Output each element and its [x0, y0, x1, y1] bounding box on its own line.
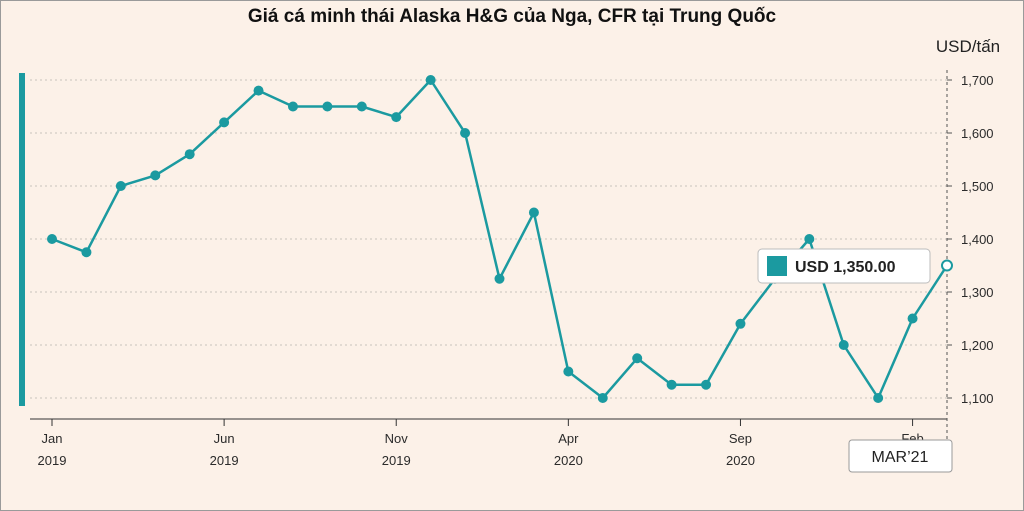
- x-tick-month: Jun: [214, 431, 235, 446]
- tooltip-value: USD 1,350.00: [795, 259, 896, 276]
- data-point[interactable]: [287, 101, 298, 112]
- data-point[interactable]: [391, 112, 402, 123]
- tooltip-box: [757, 248, 931, 284]
- value-tooltip: USD 1,350.00: [757, 248, 931, 284]
- data-point-highlighted[interactable]: [941, 259, 953, 272]
- data-point[interactable]: [735, 318, 746, 329]
- y-tick-label: 1,400: [961, 232, 994, 247]
- data-point[interactable]: [253, 85, 264, 96]
- data-point[interactable]: [219, 117, 230, 128]
- data-point[interactable]: [425, 75, 436, 85]
- data-point[interactable]: [701, 379, 712, 390]
- y-tick-label: 1,300: [961, 285, 994, 300]
- x-tick-year: 2019: [38, 453, 67, 468]
- y-axis-ticks: 1,100 1,200 1,300 1,400 1,500 1,600 1,700: [947, 73, 994, 406]
- chart-title: Giá cá minh thái Alaska H&G của Nga, CFR…: [247, 6, 777, 27]
- data-point[interactable]: [907, 313, 918, 324]
- x-tick-month: Jan: [42, 431, 63, 446]
- date-badge-box: [848, 439, 953, 473]
- data-point[interactable]: [563, 366, 574, 377]
- data-point[interactable]: [494, 273, 505, 284]
- data-point[interactable]: [81, 247, 92, 258]
- data-point[interactable]: [666, 379, 677, 390]
- data-point[interactable]: [356, 101, 367, 112]
- x-tick-month: Apr: [558, 431, 579, 446]
- data-point[interactable]: [322, 101, 333, 112]
- date-badge-text: MAR’21: [872, 449, 929, 466]
- data-point[interactable]: [873, 393, 884, 403]
- x-tick-year: 2019: [210, 453, 239, 468]
- data-point[interactable]: [838, 340, 849, 350]
- data-point[interactable]: [597, 393, 608, 403]
- data-point[interactable]: [47, 234, 57, 244]
- y-tick-label: 1,100: [961, 391, 994, 406]
- y-axis-unit-label: USD/tấn: [936, 37, 1000, 56]
- data-point[interactable]: [528, 207, 539, 218]
- x-tick-month: Sep: [729, 431, 752, 446]
- x-tick-year: 2020: [726, 453, 755, 468]
- x-tick-month: Nov: [385, 431, 409, 446]
- data-point[interactable]: [115, 181, 126, 191]
- y-tick-label: 1,500: [961, 179, 994, 194]
- data-point[interactable]: [632, 353, 643, 364]
- y-tick-label: 1,700: [961, 73, 994, 88]
- y-tick-label: 1,600: [961, 126, 994, 141]
- date-badge: MAR’21: [848, 439, 953, 473]
- x-tick-year: 2020: [554, 453, 583, 468]
- left-accent-bar: [19, 73, 25, 406]
- y-tick-label: 1,200: [961, 338, 994, 353]
- data-point[interactable]: [804, 234, 815, 244]
- data-point[interactable]: [460, 128, 471, 138]
- data-points: [47, 75, 953, 403]
- data-point[interactable]: [150, 170, 161, 181]
- data-point[interactable]: [184, 149, 195, 160]
- x-tick-year: 2019: [382, 453, 411, 468]
- tooltip-swatch: [767, 256, 787, 276]
